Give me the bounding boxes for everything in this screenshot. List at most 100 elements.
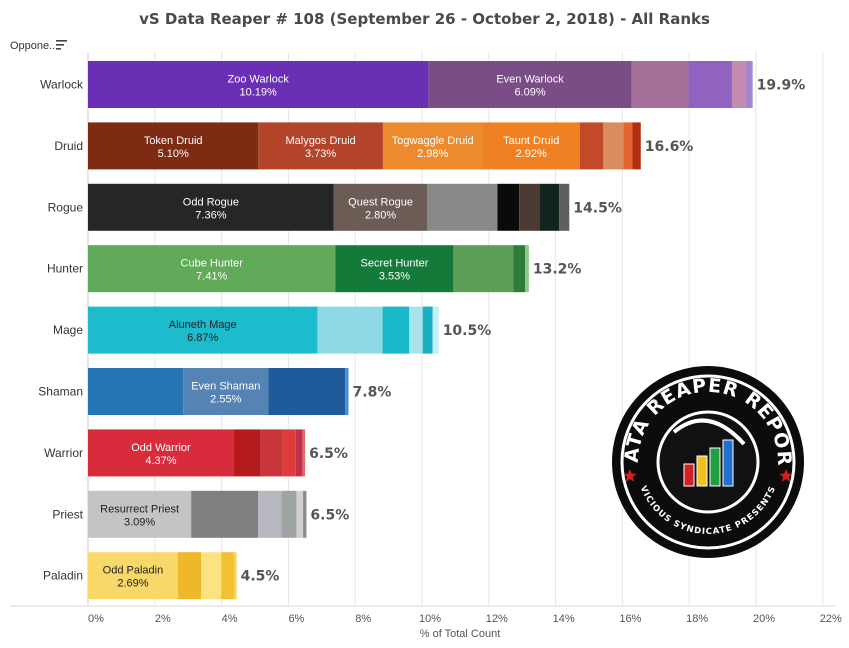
segment-name-label: Odd Paladin [103, 565, 164, 577]
bar-segment[interactable] [88, 245, 336, 293]
x-tick-label: 2% [155, 613, 171, 625]
segment-name-label: Malygos Druid [285, 135, 355, 147]
segment-value-label: 5.10% [158, 148, 189, 160]
logo-ring [620, 374, 796, 550]
bar-segment[interactable] [603, 122, 624, 170]
bar-segment[interactable] [258, 122, 383, 170]
bar-segment[interactable] [268, 368, 346, 415]
bar-segment[interactable] [317, 306, 383, 354]
bar-segment[interactable] [427, 183, 498, 231]
bar-segment[interactable] [453, 245, 514, 293]
bar-segment[interactable] [221, 552, 234, 600]
segment-name-label: Quest Rogue [348, 196, 413, 208]
x-tick-label: 18% [686, 613, 708, 625]
category-label-shaman: Shaman [38, 385, 83, 399]
opponent-filter-label[interactable]: Oppone.. [10, 40, 56, 52]
logo-bar-icon [722, 439, 734, 487]
logo-bar-icon [683, 463, 695, 487]
segment-name-label: Taunt Druid [503, 135, 559, 147]
total-label-hunter: 13.2% [533, 262, 582, 278]
bar-segment[interactable] [177, 552, 202, 600]
bar-segment[interactable] [432, 306, 439, 354]
sort-icon[interactable] [56, 39, 68, 51]
segment-value-label: 2.80% [365, 209, 396, 221]
bar-segment[interactable] [233, 552, 237, 600]
category-label-rogue: Rogue [48, 200, 84, 214]
x-tick-label: 22% [820, 613, 842, 625]
bar-segment[interactable] [88, 61, 429, 108]
bar-segment[interactable] [88, 429, 234, 477]
x-tick-label: 12% [486, 613, 508, 625]
x-tick-label: 8% [355, 613, 371, 625]
total-label-rogue: 14.5% [573, 200, 622, 216]
bar-segment[interactable] [88, 552, 178, 600]
bar-segment[interactable] [482, 122, 580, 170]
bar-segment[interactable] [539, 183, 560, 231]
bar-segment[interactable] [88, 122, 259, 170]
bar-segment[interactable] [233, 429, 261, 477]
bar-segment[interactable] [422, 306, 433, 354]
bar-segment[interactable] [513, 245, 526, 293]
total-label-shaman: 7.8% [353, 385, 392, 401]
bar-segment[interactable] [409, 306, 423, 354]
x-axis-title: % of Total Count [420, 628, 501, 640]
category-axis: Warlock Druid Rogue Hunter Mage Shaman Warrior… [38, 78, 84, 583]
bar-segment[interactable] [745, 61, 753, 108]
bar-segment[interactable] [183, 368, 269, 415]
segment-value-label: 3.73% [305, 148, 336, 160]
bar-segment[interactable] [525, 245, 529, 293]
bar-segment[interactable] [88, 306, 318, 354]
segment-name-label: Even Warlock [496, 74, 564, 86]
bar-segment[interactable] [688, 61, 732, 108]
star-icon [779, 469, 793, 482]
segment-name-label: Togwaggle Druid [392, 135, 474, 147]
bar-segment[interactable] [497, 183, 520, 231]
bar-segment[interactable] [559, 183, 570, 231]
segment-value-label: 3.53% [379, 271, 410, 283]
x-tick-label: 0% [88, 613, 104, 625]
bar-segment[interactable] [345, 368, 349, 415]
bar-segment[interactable] [191, 490, 259, 538]
bar-segment[interactable] [731, 61, 746, 108]
logo-bar-icon [709, 447, 721, 487]
x-tick-label: 20% [753, 613, 775, 625]
segment-name-label: Even Shaman [191, 381, 260, 393]
x-tick-label: 14% [553, 613, 575, 625]
bar-segment[interactable] [282, 429, 296, 477]
bar-segment[interactable] [382, 122, 483, 170]
bar-segment[interactable] [260, 429, 283, 477]
bar-segment[interactable] [302, 429, 306, 477]
category-label-paladin: Paladin [43, 569, 83, 583]
bar-segment[interactable] [579, 122, 604, 170]
bar-segment[interactable] [631, 61, 689, 108]
bar-segment[interactable] [623, 122, 633, 170]
bar-segment[interactable] [258, 490, 282, 538]
segment-value-label: 2.55% [210, 394, 241, 406]
segment-value-label: 2.98% [417, 148, 448, 160]
logo-inner-circle [656, 410, 760, 514]
segment-value-label: 7.36% [195, 209, 226, 221]
bar-segment[interactable] [201, 552, 222, 600]
bar-segment[interactable] [428, 61, 632, 108]
segment-value-label: 7.41% [196, 271, 227, 283]
bar-segment[interactable] [88, 490, 192, 538]
total-label-paladin: 4.5% [241, 569, 280, 585]
segment-value-label: 3.09% [124, 516, 155, 528]
bar-segment[interactable] [632, 122, 641, 170]
bar-segment[interactable] [296, 490, 304, 538]
bar-segment[interactable] [281, 490, 297, 538]
bar-segment[interactable] [303, 490, 307, 538]
bar-segment[interactable] [519, 183, 540, 231]
bar-segment[interactable] [333, 183, 428, 231]
bar-segment[interactable] [382, 306, 410, 354]
segment-value-label: 4.37% [145, 455, 176, 467]
category-label-druid: Druid [54, 139, 83, 153]
bar-segment[interactable] [88, 368, 184, 415]
category-label-warlock: Warlock [40, 78, 84, 92]
bar-segment[interactable] [88, 183, 334, 231]
bar-segment[interactable] [295, 429, 303, 477]
bar-segment[interactable] [335, 245, 454, 293]
total-label-warlock: 19.9% [757, 78, 806, 94]
